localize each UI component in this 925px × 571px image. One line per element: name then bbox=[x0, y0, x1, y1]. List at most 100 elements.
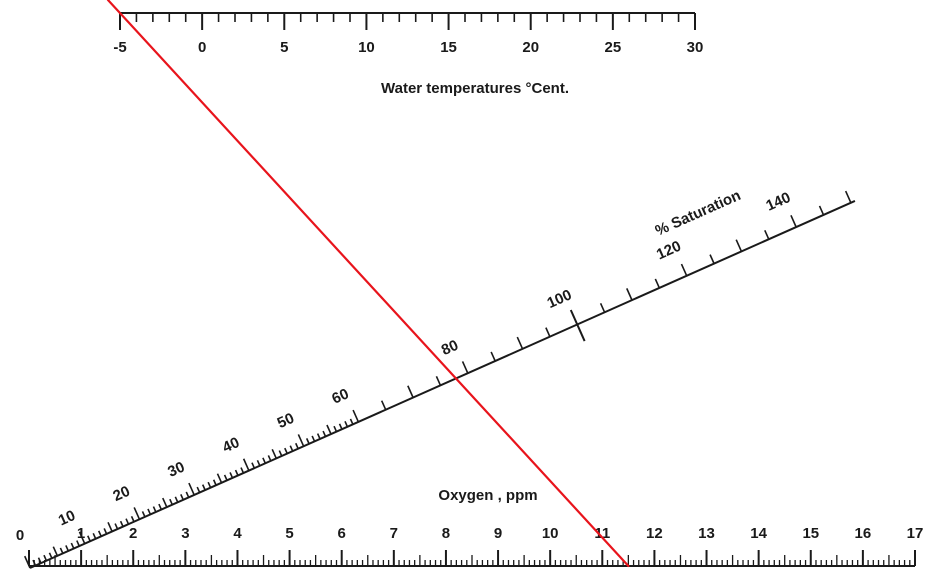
saturation-tick bbox=[147, 508, 152, 515]
oxygen-tick-label: 0 bbox=[16, 527, 24, 544]
saturation-tick bbox=[311, 435, 316, 442]
saturation-tick bbox=[119, 520, 124, 527]
saturation-axis: 10 20 30 40 50 60 80 100 120 140 % Saturation bbox=[23, 187, 856, 569]
saturation-tick bbox=[125, 518, 130, 525]
saturation-tick-label: 140 bbox=[763, 189, 793, 215]
saturation-tick bbox=[490, 351, 496, 362]
saturation-tick bbox=[59, 547, 64, 554]
saturation-tick bbox=[103, 528, 108, 535]
saturation-tick bbox=[461, 361, 469, 374]
temperature-tick-label: 10 bbox=[358, 39, 375, 56]
oxygen-tick-labels: 0 1 2 3 4 5 6 7 8 9 10 11 12 13 14 15 16 17 bbox=[16, 525, 924, 544]
saturation-tick bbox=[262, 457, 267, 464]
saturation-tick bbox=[735, 239, 743, 252]
saturation-tick bbox=[599, 302, 606, 313]
oxygen-axis-title: Oxygen , ppm bbox=[438, 487, 537, 504]
saturation-tick bbox=[764, 229, 770, 240]
oxygen-tick-label: 17 bbox=[907, 525, 924, 542]
saturation-tick bbox=[133, 507, 141, 520]
saturation-tick bbox=[380, 400, 387, 411]
saturation-tick bbox=[141, 511, 146, 518]
oxygen-tick-label: 12 bbox=[646, 525, 663, 542]
saturation-tick bbox=[284, 447, 288, 454]
saturation-tick-label: 40 bbox=[220, 434, 242, 456]
saturation-tick bbox=[229, 472, 234, 479]
saturation-tick-labels: 10 20 30 40 50 60 80 100 120 140 bbox=[56, 189, 793, 529]
saturation-tick bbox=[87, 535, 91, 542]
saturation-tick bbox=[349, 418, 354, 425]
saturation-tick-label: 80 bbox=[439, 337, 461, 359]
temperature-tick-label: -5 bbox=[113, 39, 126, 56]
saturation-tick bbox=[169, 498, 174, 506]
saturation-tick bbox=[322, 430, 327, 437]
saturation-tick-label: 100 bbox=[545, 286, 575, 312]
oxygen-tick-label: 8 bbox=[442, 525, 450, 542]
saturation-tick bbox=[196, 486, 201, 493]
saturation-tick bbox=[435, 375, 442, 386]
saturation-tick bbox=[305, 438, 310, 445]
saturation-tick bbox=[251, 462, 256, 469]
saturation-tick bbox=[130, 515, 135, 523]
temperature-axis-title: Water temperatures °Cent. bbox=[381, 80, 569, 97]
oxygen-tick-label: 5 bbox=[285, 525, 293, 542]
oxygen-tick-label: 3 bbox=[181, 525, 189, 542]
saturation-tick bbox=[234, 469, 239, 476]
saturation-tick bbox=[790, 215, 797, 228]
saturation-tick bbox=[516, 336, 524, 350]
saturation-tick bbox=[180, 494, 184, 501]
oxygen-tick-label: 14 bbox=[750, 525, 767, 542]
saturation-tick bbox=[316, 433, 321, 440]
saturation-tick bbox=[158, 503, 163, 510]
saturation-tick bbox=[212, 479, 217, 486]
oxygen-tick-label: 11 bbox=[594, 525, 610, 542]
saturation-tick bbox=[818, 205, 825, 216]
temperature-ticks bbox=[119, 12, 696, 30]
saturation-tick-label: 30 bbox=[165, 458, 187, 480]
saturation-tick bbox=[223, 474, 228, 481]
saturation-tick-label: 50 bbox=[275, 410, 297, 432]
saturation-tick bbox=[626, 288, 633, 301]
oxygen-ticks bbox=[28, 550, 916, 567]
oxygen-tick-label: 16 bbox=[855, 525, 872, 542]
saturation-tick bbox=[267, 455, 272, 462]
saturation-axis-line bbox=[29, 199, 856, 569]
saturation-tick bbox=[654, 278, 661, 289]
oxygen-tick-label: 15 bbox=[802, 525, 819, 542]
saturation-tick bbox=[207, 481, 212, 489]
saturation-tick bbox=[78, 531, 86, 544]
saturation-tick bbox=[52, 546, 59, 557]
oxygen-tick-label: 4 bbox=[233, 525, 242, 542]
isopleth-line bbox=[106, 0, 630, 568]
saturation-tick bbox=[333, 425, 338, 433]
saturation-tick bbox=[43, 554, 48, 562]
saturation-tick bbox=[680, 263, 688, 277]
saturation-tick bbox=[240, 467, 245, 474]
temperature-tick-label: 25 bbox=[605, 39, 622, 56]
saturation-tick bbox=[295, 442, 299, 450]
saturation-tick bbox=[92, 532, 97, 540]
oxygen-tick-label: 7 bbox=[390, 525, 398, 542]
saturation-tick bbox=[70, 542, 75, 549]
saturation-tick bbox=[201, 484, 206, 491]
oxygen-tick-label: 9 bbox=[494, 525, 502, 542]
temperature-tick-label: 20 bbox=[522, 39, 539, 56]
saturation-axis-title: % Saturation bbox=[653, 187, 744, 240]
temperature-axis: -5 0 5 10 15 20 25 30 Water temperatures °Cent. bbox=[113, 12, 703, 97]
oxygen-axis: 0 1 2 3 4 5 6 7 8 9 10 11 12 13 14 15 16 17 Oxygen , ppm bbox=[16, 487, 924, 567]
saturation-tick bbox=[162, 497, 168, 508]
saturation-tick bbox=[407, 385, 414, 398]
saturation-tick bbox=[278, 450, 283, 457]
saturation-tick bbox=[256, 459, 261, 467]
saturation-tick bbox=[352, 409, 360, 423]
saturation-tick bbox=[844, 190, 852, 204]
temperature-tick-label: 0 bbox=[198, 39, 206, 56]
oxygen-tick-label: 10 bbox=[542, 525, 559, 542]
saturation-tick bbox=[114, 523, 119, 530]
saturation-ticks bbox=[23, 190, 856, 569]
saturation-tick-label: 10 bbox=[56, 507, 78, 529]
oxygen-tick-label: 6 bbox=[338, 525, 346, 542]
saturation-tick bbox=[216, 473, 223, 484]
saturation-tick bbox=[271, 449, 278, 459]
saturation-tick bbox=[338, 423, 343, 430]
